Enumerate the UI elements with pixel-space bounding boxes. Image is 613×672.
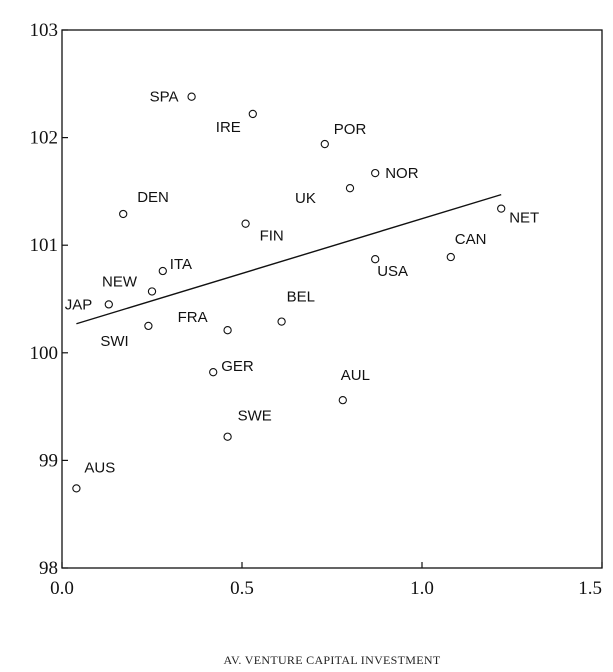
x-tick-label: 1.5 [578,578,602,599]
point-marker-swi [144,321,153,331]
point-label-den: DEN [137,189,169,206]
y-tick-label: 100 [30,343,59,364]
point-label-swi: SWI [100,333,128,350]
point-label-spa: SPA [150,89,179,106]
point-label-ger: GER [221,358,254,375]
point-label-net: NET [509,210,539,227]
point-marker-den [119,209,128,219]
y-tick-label: 103 [30,20,59,41]
y-tick-label: 101 [30,235,59,256]
point-label-can: CAN [455,231,487,248]
point-marker-spa [187,92,196,101]
point-marker-net [497,204,506,213]
point-marker-nor [371,168,380,178]
y-tick-label: 98 [39,558,58,579]
point-marker-swe [223,432,232,441]
point-label-bel: BEL [287,289,315,306]
regression-line [76,193,502,325]
point-marker-aus [72,484,81,493]
point-label-nor: NOR [385,165,419,182]
point-marker-ire [248,109,257,119]
point-label-new: NEW [102,273,138,290]
point-marker-new [147,287,157,296]
y-tick-label: 102 [30,128,59,149]
point-label-uk: UK [295,190,316,207]
point-label-usa: USA [377,263,408,280]
point-marker-can [446,252,455,262]
x-tick-label: 0.5 [230,578,254,599]
point-marker-ita [158,266,167,276]
x-tick-label: 0.0 [50,578,74,599]
x-axis-label: AV. VENTURE CAPITAL INVESTMENT [224,653,441,667]
point-label-fin: FIN [260,228,284,245]
y-axis: 98 99 100 101 102 103 [30,20,68,579]
point-marker-usa [371,255,380,264]
point-marker-uk [345,184,355,193]
y-tick-label: 99 [39,450,58,471]
point-label-ita: ITA [170,256,192,273]
point-label-aul: AUL [341,367,370,384]
data-points: SPA IRE POR NOR UK DEN NET FIN CAN USA ITA NEW JAP BE… [65,89,539,493]
point-label-fra: FRA [178,309,208,326]
point-marker-jap [104,300,113,309]
point-marker-fin [241,219,250,228]
point-marker-bel [277,317,286,326]
point-marker-por [320,139,329,149]
point-marker-fra [223,326,232,335]
point-label-aus: AUS [84,459,115,476]
point-label-por: POR [334,121,367,138]
point-label-swe: SWE [238,408,272,425]
point-label-jap: JAP [65,296,93,313]
point-marker-aul [338,395,347,405]
x-axis: 0.0 0.5 1.0 1.5 [50,562,603,599]
point-marker-ger [209,368,218,377]
plot-frame [61,29,603,569]
point-label-ire: IRE [216,119,241,136]
x-tick-label: 1.0 [410,578,434,599]
